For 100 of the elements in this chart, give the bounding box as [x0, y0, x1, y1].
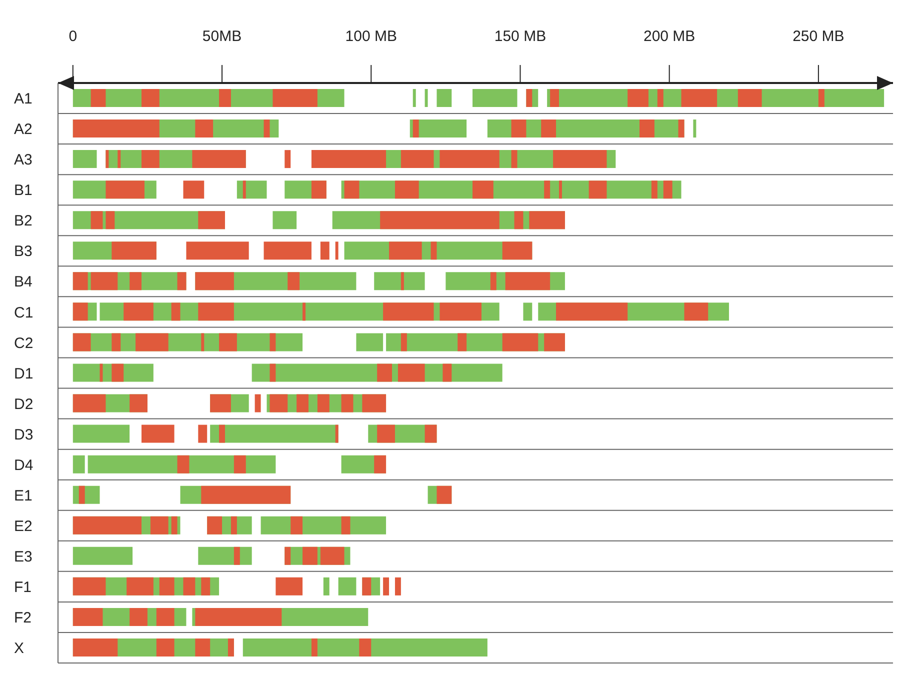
bar: [142, 424, 174, 443]
bar: [526, 89, 532, 107]
bar: [72, 424, 130, 443]
bar: [472, 180, 494, 199]
bar: [663, 180, 672, 199]
bar: [556, 302, 628, 321]
bar: [90, 211, 103, 230]
bar: [264, 242, 312, 260]
bar: [424, 89, 428, 107]
bar: [198, 546, 252, 565]
bar: [90, 272, 118, 290]
bar: [284, 150, 291, 168]
bar: [72, 608, 103, 626]
bar: [201, 577, 210, 596]
bar: [142, 89, 160, 107]
y-tick-label: B1: [14, 182, 32, 200]
bar: [559, 180, 562, 199]
bar: [195, 638, 210, 656]
bar: [356, 333, 384, 352]
bar: [544, 333, 565, 352]
bar: [317, 394, 330, 412]
bar: [383, 577, 390, 596]
bar: [389, 242, 422, 260]
bar: [195, 120, 214, 138]
bar: [377, 424, 395, 443]
bar: [112, 364, 124, 382]
y-tick-label: F2: [14, 610, 32, 627]
bar: [684, 302, 708, 321]
bar: [201, 486, 291, 504]
bar: [72, 333, 91, 352]
bar: [511, 150, 518, 168]
bar: [171, 302, 180, 321]
bar: [195, 608, 282, 626]
bar: [394, 180, 419, 199]
bar: [234, 455, 246, 474]
bar: [311, 180, 326, 199]
bar: [106, 211, 115, 230]
y-tick-label: D1: [14, 365, 34, 382]
bar: [505, 272, 550, 290]
bar: [150, 516, 168, 534]
y-tick-label: D4: [14, 456, 34, 474]
bar: [529, 211, 565, 230]
bar: [588, 180, 607, 199]
bar: [270, 333, 276, 352]
bar: [198, 424, 208, 443]
bar: [254, 394, 261, 412]
bar: [398, 364, 425, 382]
bar: [362, 394, 386, 412]
bar: [72, 455, 85, 474]
bar: [374, 455, 386, 474]
bar: [344, 180, 360, 199]
bar: [288, 272, 300, 290]
bar: [72, 120, 160, 138]
bar: [472, 89, 518, 107]
bar: [130, 272, 142, 290]
bar: [380, 211, 500, 230]
bar: [183, 180, 204, 199]
y-tick-label: A1: [14, 90, 32, 108]
bar: [400, 333, 407, 352]
bar: [311, 638, 318, 656]
y-tick-label: E3: [14, 548, 32, 566]
bar: [320, 546, 344, 565]
bar: [394, 577, 401, 596]
bar: [198, 302, 234, 321]
x-tick-label: 0: [68, 28, 78, 45]
bar: [502, 242, 532, 260]
y-tick-label: F1: [14, 579, 32, 596]
bar: [335, 424, 338, 443]
bar: [400, 150, 434, 168]
y-tick-label: C1: [14, 304, 34, 322]
x-tick-label: 150 MB: [494, 28, 546, 45]
bar: [628, 89, 648, 107]
bar: [72, 394, 106, 412]
bar: [693, 120, 696, 138]
bar: [323, 577, 330, 596]
bar: [359, 638, 372, 656]
bar: [219, 333, 237, 352]
bar: [130, 608, 148, 626]
bar: [78, 486, 85, 504]
bar: [242, 180, 246, 199]
bar: [198, 211, 225, 230]
bar: [302, 302, 306, 321]
y-tick-label: C2: [14, 334, 34, 352]
x-tick-label: 250 MB: [792, 28, 844, 45]
bar: [142, 150, 160, 168]
bar: [296, 394, 308, 412]
bar: [112, 333, 121, 352]
bar: [430, 242, 437, 260]
bar: [236, 180, 267, 199]
bar: [186, 242, 249, 260]
bar: [490, 272, 496, 290]
bar: [541, 120, 556, 138]
bar: [341, 394, 354, 412]
bar: [219, 89, 231, 107]
bar: [678, 120, 684, 138]
bar: [72, 272, 88, 290]
bar: [177, 455, 190, 474]
bar: [183, 577, 196, 596]
bar: [72, 150, 97, 168]
y-tick-label: E2: [14, 518, 32, 535]
